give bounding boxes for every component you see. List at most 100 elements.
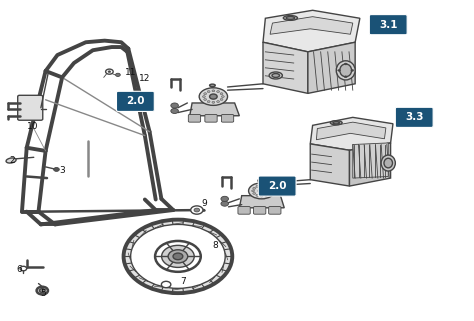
Ellipse shape [336, 61, 355, 80]
Circle shape [124, 220, 232, 293]
Circle shape [171, 103, 178, 108]
FancyBboxPatch shape [188, 115, 201, 122]
Polygon shape [239, 196, 284, 208]
Circle shape [108, 71, 111, 73]
Circle shape [264, 186, 267, 187]
Circle shape [20, 266, 27, 271]
Polygon shape [310, 144, 349, 186]
Circle shape [217, 91, 219, 92]
Ellipse shape [340, 64, 352, 77]
Circle shape [204, 93, 207, 95]
Circle shape [221, 201, 228, 206]
Circle shape [36, 287, 48, 294]
Circle shape [39, 289, 45, 292]
Polygon shape [353, 143, 388, 178]
Circle shape [256, 194, 259, 196]
Polygon shape [190, 103, 239, 116]
FancyBboxPatch shape [117, 91, 155, 111]
Polygon shape [310, 117, 393, 150]
FancyBboxPatch shape [238, 206, 250, 214]
Circle shape [351, 69, 354, 71]
Circle shape [221, 196, 228, 201]
Circle shape [171, 108, 178, 114]
FancyBboxPatch shape [221, 115, 234, 122]
Circle shape [344, 76, 347, 78]
FancyBboxPatch shape [205, 115, 217, 122]
Circle shape [204, 99, 207, 100]
Circle shape [220, 99, 223, 100]
Circle shape [217, 100, 219, 102]
Ellipse shape [272, 74, 280, 77]
Circle shape [258, 189, 265, 193]
Circle shape [161, 281, 171, 288]
Circle shape [116, 73, 120, 76]
Polygon shape [263, 42, 308, 93]
Circle shape [253, 187, 255, 189]
Circle shape [344, 63, 347, 65]
Ellipse shape [283, 15, 298, 20]
Polygon shape [270, 17, 353, 34]
FancyBboxPatch shape [395, 107, 433, 127]
Circle shape [252, 190, 255, 192]
Ellipse shape [269, 72, 283, 79]
Circle shape [260, 195, 263, 197]
Polygon shape [317, 122, 386, 140]
Circle shape [212, 90, 215, 92]
Ellipse shape [248, 183, 274, 199]
Ellipse shape [330, 121, 342, 125]
Circle shape [220, 93, 223, 95]
Circle shape [253, 193, 255, 195]
Text: 2.0: 2.0 [268, 181, 286, 191]
Ellipse shape [286, 16, 295, 19]
FancyBboxPatch shape [254, 206, 266, 214]
Polygon shape [263, 10, 360, 52]
Text: 2.0: 2.0 [126, 96, 145, 106]
Text: 3.1: 3.1 [379, 20, 398, 30]
Text: 7: 7 [180, 277, 185, 286]
Text: 10: 10 [27, 122, 38, 131]
Circle shape [54, 168, 59, 171]
Circle shape [168, 250, 188, 263]
Text: 12: 12 [139, 74, 151, 83]
Ellipse shape [381, 155, 395, 171]
Ellipse shape [6, 158, 16, 163]
Circle shape [207, 100, 210, 102]
Ellipse shape [199, 88, 228, 105]
Circle shape [106, 69, 113, 74]
Circle shape [155, 241, 201, 272]
Text: 6: 6 [17, 265, 22, 274]
Ellipse shape [333, 122, 339, 124]
Text: 2: 2 [9, 156, 15, 165]
Polygon shape [349, 143, 391, 186]
Circle shape [267, 193, 270, 195]
Ellipse shape [210, 84, 215, 87]
Text: 5: 5 [40, 289, 46, 298]
Ellipse shape [258, 179, 264, 182]
Ellipse shape [384, 158, 392, 168]
Circle shape [194, 208, 200, 212]
Circle shape [264, 194, 267, 196]
Text: 3.3: 3.3 [405, 112, 423, 122]
Circle shape [210, 94, 217, 99]
Text: 11: 11 [125, 68, 137, 77]
Circle shape [221, 96, 224, 98]
Circle shape [212, 101, 215, 103]
Circle shape [162, 245, 194, 267]
Circle shape [202, 96, 205, 98]
Circle shape [267, 187, 270, 189]
FancyBboxPatch shape [269, 206, 281, 214]
Text: 8: 8 [213, 241, 219, 250]
Circle shape [256, 186, 259, 187]
Text: 9: 9 [201, 199, 207, 208]
FancyBboxPatch shape [18, 95, 43, 120]
Text: 3: 3 [59, 166, 65, 175]
Circle shape [131, 224, 225, 288]
Polygon shape [308, 42, 355, 93]
Circle shape [260, 185, 263, 187]
Circle shape [191, 206, 203, 214]
Circle shape [173, 253, 183, 260]
FancyBboxPatch shape [369, 14, 407, 35]
Circle shape [207, 91, 210, 92]
Circle shape [337, 69, 340, 71]
Circle shape [269, 190, 272, 192]
